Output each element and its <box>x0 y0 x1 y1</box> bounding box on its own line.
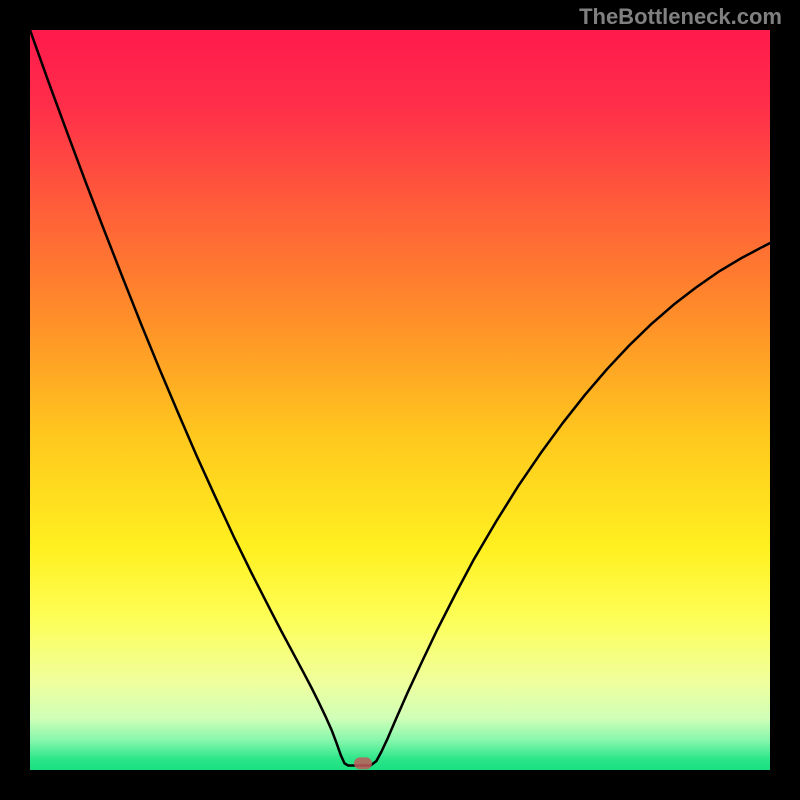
plot-area <box>30 30 770 770</box>
watermark-text: TheBottleneck.com <box>579 4 782 30</box>
gradient-background <box>30 30 770 770</box>
chart-svg <box>30 30 770 770</box>
optimum-marker <box>354 757 372 769</box>
chart-frame: TheBottleneck.com <box>0 0 800 800</box>
